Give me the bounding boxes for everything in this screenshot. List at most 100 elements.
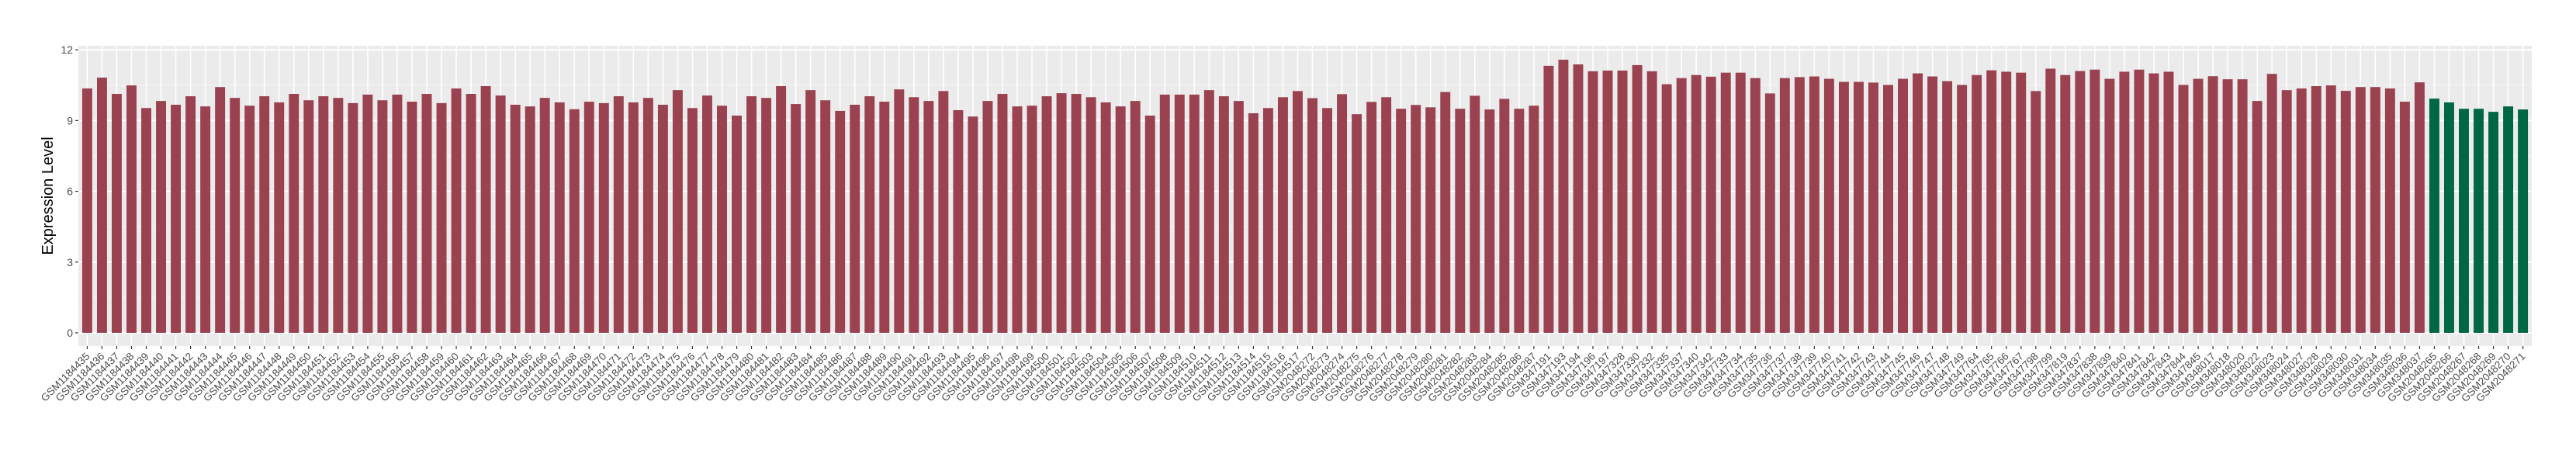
bar	[776, 85, 787, 333]
bar	[1484, 109, 1495, 333]
bar	[2090, 69, 2100, 333]
bar	[1868, 82, 1878, 333]
bar	[2399, 102, 2410, 333]
bar	[1986, 70, 1997, 333]
bar	[923, 101, 934, 333]
bar	[953, 109, 964, 333]
bar	[2311, 85, 2322, 333]
bar	[495, 95, 506, 333]
y-tick-label: 12	[61, 43, 73, 56]
bar	[392, 94, 403, 333]
bar	[642, 98, 653, 333]
bar	[1189, 94, 1200, 333]
bar	[2178, 85, 2189, 333]
bar	[96, 78, 107, 333]
bar	[2207, 76, 2218, 333]
y-tick-label: 0	[67, 327, 73, 339]
bar	[2429, 99, 2439, 333]
bar	[1100, 102, 1111, 333]
y-tick-label: 6	[67, 185, 73, 198]
bar	[407, 102, 417, 333]
bar	[1838, 81, 1849, 333]
bar	[1352, 114, 1362, 333]
bar	[1913, 73, 1923, 333]
bar	[968, 116, 978, 333]
bar	[879, 102, 890, 333]
bar	[1203, 90, 1214, 333]
bar	[185, 96, 196, 333]
bar	[1262, 108, 1273, 333]
bar	[2222, 79, 2233, 333]
bar	[1514, 109, 1525, 333]
bar	[613, 96, 624, 333]
bar	[1411, 105, 1421, 333]
bar	[2193, 78, 2204, 333]
bar	[732, 115, 742, 333]
bar	[1823, 78, 1834, 333]
bar	[1794, 77, 1805, 333]
bar	[1056, 93, 1067, 333]
bar	[1130, 101, 1141, 333]
bar	[1617, 70, 1628, 333]
bar	[1632, 64, 1643, 333]
bar	[2075, 71, 2086, 333]
bar	[850, 105, 860, 333]
bar	[318, 96, 329, 333]
bar	[1957, 85, 1968, 333]
bar	[1085, 97, 1096, 333]
bar	[1144, 115, 1155, 333]
bar	[1307, 98, 1317, 333]
bar	[171, 105, 182, 333]
bar	[2281, 90, 2292, 333]
bar	[1012, 106, 1023, 333]
bar	[717, 106, 727, 333]
bar	[1558, 59, 1569, 333]
bar	[894, 89, 905, 333]
bar	[835, 110, 846, 333]
bar	[230, 98, 241, 333]
bars	[81, 59, 2529, 333]
bar	[2148, 73, 2159, 333]
bar	[1972, 74, 1982, 333]
bar	[1396, 109, 1407, 333]
bar	[1218, 96, 1229, 333]
bar	[672, 90, 683, 333]
bar	[657, 105, 668, 333]
bar	[1322, 108, 1333, 333]
bar	[141, 108, 151, 333]
bar	[805, 90, 816, 333]
bar	[2252, 101, 2263, 333]
bar	[1543, 65, 1554, 333]
bar	[2016, 72, 2027, 333]
bar	[2443, 102, 2454, 333]
bar	[289, 94, 299, 333]
bar	[466, 94, 476, 333]
bar	[1809, 76, 1819, 333]
bar	[2237, 79, 2248, 333]
bar	[1573, 64, 1584, 333]
bar	[451, 88, 462, 333]
bar	[2001, 71, 2012, 333]
bar	[1071, 94, 1082, 333]
bar	[421, 94, 432, 333]
bar	[2134, 69, 2145, 333]
bar	[510, 105, 521, 333]
bar	[1735, 72, 1746, 333]
bar	[1587, 71, 1598, 333]
bar	[1779, 78, 1790, 333]
bar	[1366, 102, 1377, 333]
bar	[244, 106, 255, 333]
bar	[2296, 88, 2307, 333]
bar	[687, 108, 698, 333]
bar	[2459, 109, 2469, 333]
bar	[362, 94, 373, 333]
bar	[525, 106, 535, 333]
bar	[1027, 106, 1037, 333]
bar	[1455, 109, 1466, 333]
bar	[1041, 96, 1052, 333]
bar	[1853, 81, 1864, 333]
bar	[2060, 74, 2071, 333]
bar	[554, 102, 565, 333]
bar	[1337, 94, 1348, 333]
